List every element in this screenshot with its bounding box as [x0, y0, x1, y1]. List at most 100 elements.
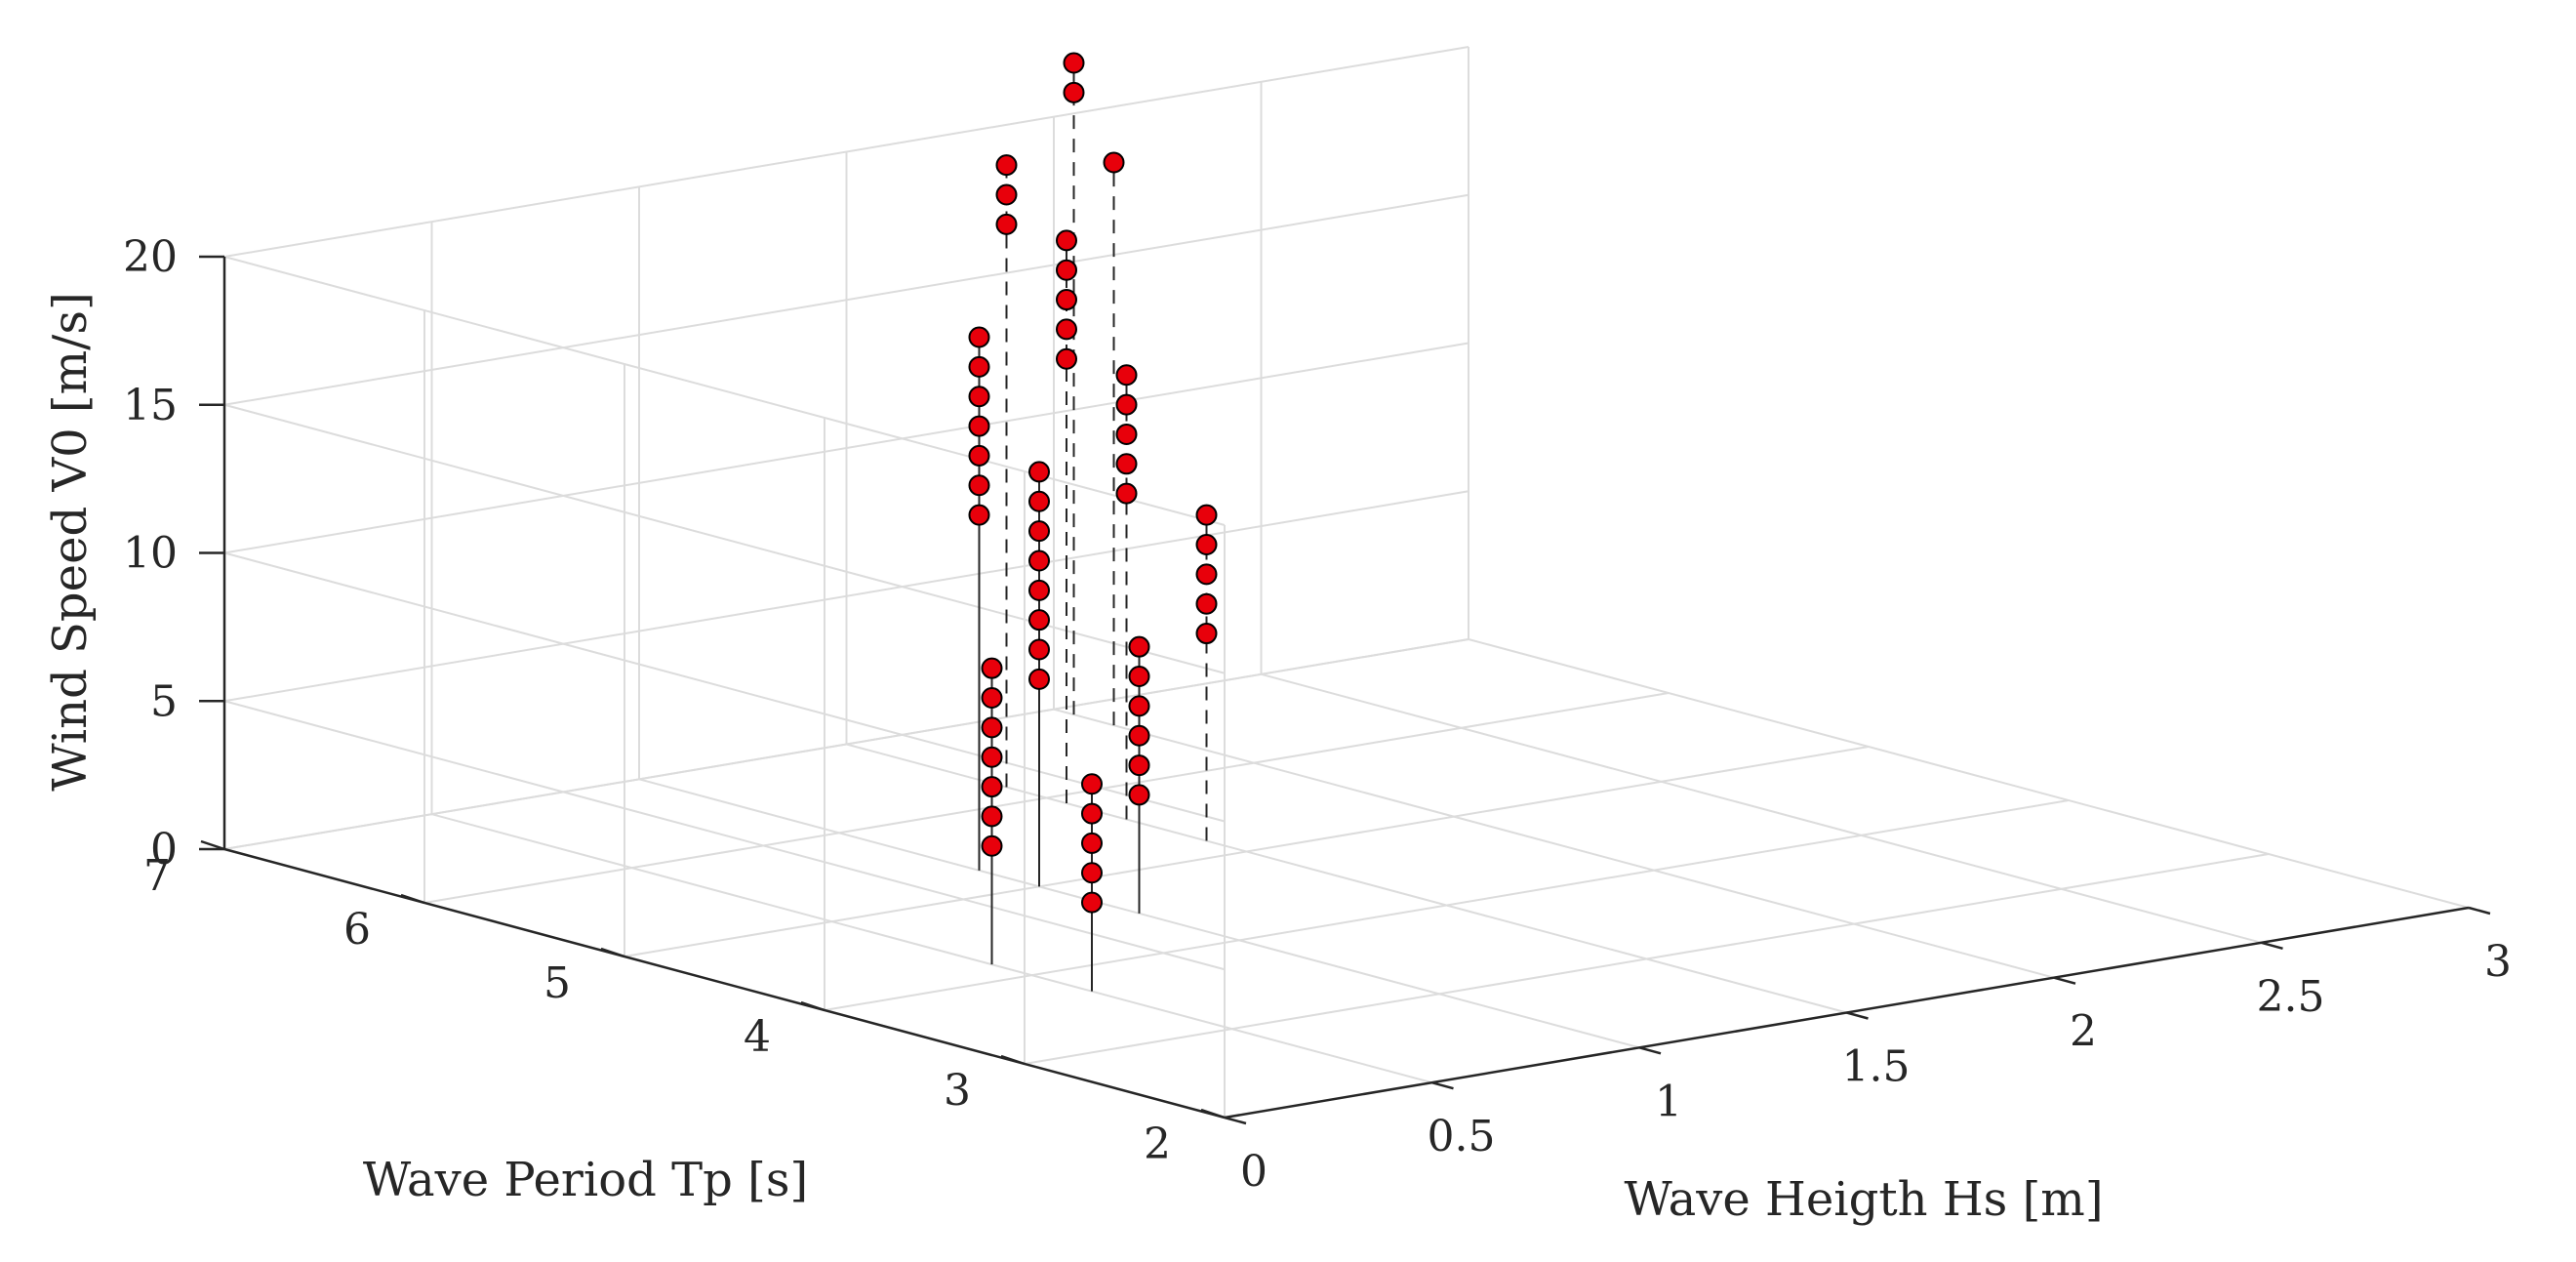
back-wall-grid-line: [223, 638, 1469, 850]
floor-grid-line: [846, 743, 1847, 1014]
floor-grid-line: [1468, 638, 2470, 909]
floor-grid-line: [624, 746, 1870, 957]
z-axis-title: Wind Speed V0 [m/s]: [43, 292, 98, 791]
y-tick: [400, 893, 425, 905]
data-point: [1028, 520, 1050, 543]
z-tick-label: 15: [123, 381, 178, 430]
data-point: [981, 835, 1003, 857]
x-tick-label: 1: [1655, 1077, 1682, 1126]
data-point: [1128, 784, 1150, 806]
y-tick-label: 7: [143, 851, 171, 901]
x-tick-label: 2.5: [2257, 972, 2325, 1022]
y-tick-label: 3: [944, 1066, 971, 1116]
data-point: [1028, 638, 1050, 661]
data-point: [981, 716, 1003, 739]
data-point: [1028, 490, 1050, 512]
x-tick: [1431, 1080, 1454, 1090]
grid-layer: [223, 46, 2470, 1119]
data-point: [981, 746, 1003, 768]
x-tick-label: 2: [2070, 1007, 2097, 1057]
data-point: [1128, 695, 1150, 717]
data-point: [1195, 592, 1218, 615]
back-wall-grid-line: [223, 193, 1469, 406]
floor-grid-line: [1053, 708, 2055, 979]
floor-grid-line: [431, 813, 1432, 1084]
back-wall-grid-line: [223, 490, 1469, 703]
data-point: [1081, 862, 1103, 884]
floor-grid-line: [1261, 672, 2262, 944]
side-wall-grid-line: [223, 700, 1226, 971]
x-tick-label: 1.5: [1842, 1042, 1911, 1092]
data-point: [1063, 52, 1085, 74]
y-tick: [1000, 1054, 1026, 1066]
x-tick-label: 0.5: [1428, 1112, 1496, 1161]
z-tick-label: 5: [150, 676, 178, 726]
data-point: [995, 154, 1018, 177]
data-point: [1081, 802, 1103, 825]
z-tick-label: 0: [150, 825, 178, 875]
back-wall-grid-line: [223, 342, 1469, 554]
data-point: [1063, 81, 1085, 103]
data-point: [1081, 832, 1103, 854]
data-point: [981, 657, 1003, 679]
x-tick: [2053, 976, 2076, 985]
data-point: [968, 444, 990, 467]
data-point: [1028, 668, 1050, 690]
x-tick: [2468, 906, 2491, 916]
data-point: [1115, 453, 1138, 475]
data-point: [1028, 550, 1050, 572]
x-tick: [1846, 1011, 1869, 1020]
data-point: [981, 805, 1003, 828]
data-point: [1195, 563, 1218, 586]
back-wall-grid-line: [223, 46, 1469, 258]
data-point: [1115, 364, 1138, 387]
data-point: [981, 687, 1003, 710]
data-point: [1028, 609, 1050, 631]
data-point: [1128, 666, 1150, 688]
floor-grid-line: [638, 778, 1640, 1049]
y-tick: [800, 1000, 825, 1012]
data-point: [968, 386, 990, 408]
data-point: [1195, 623, 1218, 645]
floor-grid-line: [824, 799, 2070, 1011]
floor-grid-line: [423, 692, 1670, 904]
z-tick-label: 10: [123, 529, 178, 579]
axis-layer: [199, 255, 2491, 1125]
data-point: [1115, 393, 1138, 416]
point-layer: [968, 52, 1218, 914]
side-wall-grid-line: [223, 551, 1226, 823]
x-tick: [1638, 1046, 1662, 1055]
data-point: [1081, 891, 1103, 914]
x-tick: [2261, 941, 2283, 951]
y-tick: [1200, 1108, 1226, 1120]
data-point: [1056, 289, 1077, 311]
data-point: [995, 183, 1018, 206]
x-tick: [1224, 1116, 1247, 1125]
y-tick-label: 4: [744, 1012, 771, 1062]
y-tick-label: 2: [1144, 1120, 1171, 1169]
data-point: [1056, 229, 1077, 252]
data-point: [981, 776, 1003, 798]
x-axis-title: Wave Heigth Hs [m]: [1624, 1172, 2103, 1227]
y-axis-line: [223, 847, 1226, 1120]
data-point: [968, 504, 990, 526]
data-point: [1103, 151, 1125, 174]
y-axis-title: Wave Period Tp [s]: [363, 1153, 808, 1207]
data-point: [1056, 259, 1077, 281]
data-point: [968, 355, 990, 378]
y-tick: [600, 947, 625, 958]
data-point: [995, 213, 1018, 235]
data-point: [1081, 773, 1103, 795]
data-point: [968, 415, 990, 437]
data-point: [1028, 579, 1050, 601]
y-tick-label: 6: [343, 905, 371, 955]
data-point: [968, 326, 990, 348]
y-tick-label: 5: [543, 958, 571, 1008]
data-point: [1115, 423, 1138, 445]
data-point: [1056, 318, 1077, 341]
data-point: [1128, 635, 1150, 658]
data-point: [1028, 461, 1050, 483]
y-tick: [200, 839, 225, 851]
